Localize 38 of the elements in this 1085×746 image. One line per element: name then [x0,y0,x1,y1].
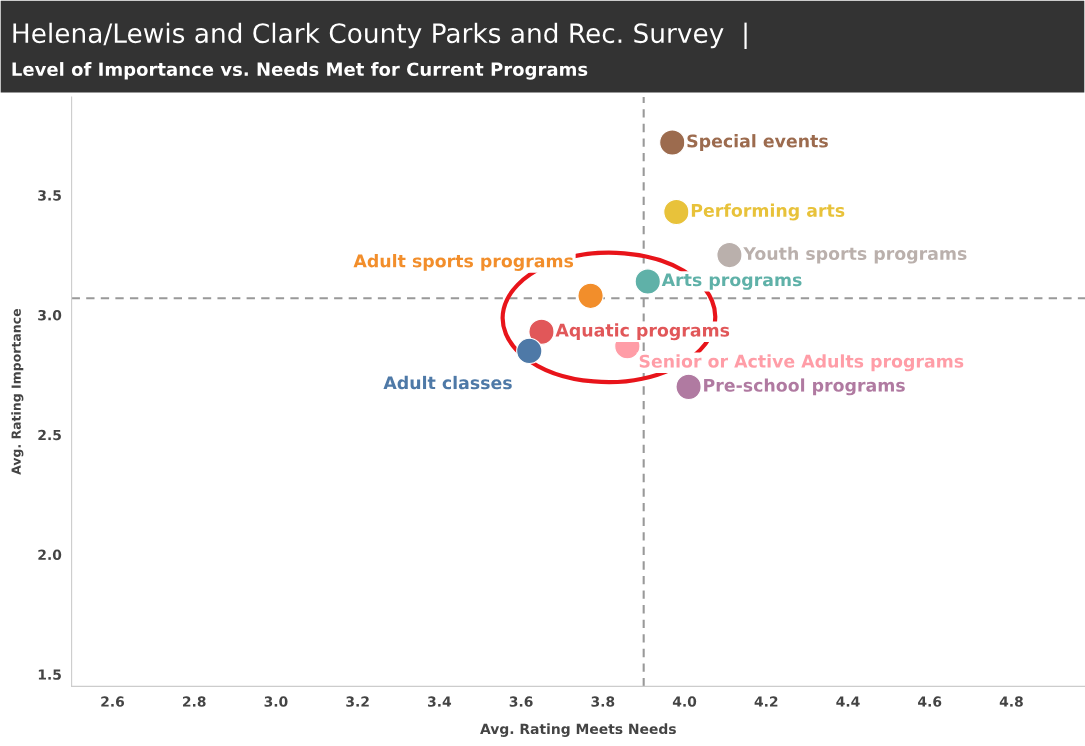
y-tick-label: 1.5 [38,669,61,680]
x-tick-label: 3.0 [264,696,288,707]
point [577,282,604,309]
x-tick-label: 2.8 [182,696,206,707]
point [516,337,543,365]
series-label: Youth sports programs [743,246,967,264]
point [675,373,702,401]
series-label: Performing arts [691,203,845,221]
x-tick-label: 4.0 [672,696,697,707]
point [663,198,690,226]
x-axis-title: Avg. Rating Meets Needs [480,723,676,737]
x-tick-label: 2.6 [101,696,125,707]
x-tick-label: 4.8 [999,696,1023,707]
x-tick-label: 4.2 [754,696,778,707]
x-tick-label: 3.4 [428,696,452,707]
chart-subtitle: Level of Importance vs. Needs Met for Current Programs [12,62,588,80]
y-tick-label: 3.5 [38,190,61,201]
y-axis-title: Avg. Rating Importance [11,309,24,475]
point [659,129,686,156]
y-tick-label: 2.5 [38,429,61,441]
y-tick-label: 3.0 [38,309,62,321]
y-tick-label: 2.0 [38,549,62,561]
point [716,241,743,269]
x-tick-label: 3.2 [346,696,369,707]
point [528,318,555,345]
series-label: Adult classes [383,375,512,390]
chart-title: Helena/Lewis and Clark County Parks and Rec. Survey | [13,22,747,49]
series-label: Senior or Active Adults programs [639,354,964,372]
x-tick-label: 4.6 [918,696,942,707]
series-label: Aquatic programs [555,323,730,341]
series-label: Pre-school programs [704,378,905,396]
series-label: Arts programs [661,273,802,290]
x-tick-label: 3.6 [509,696,533,707]
x-tick-label: 4.4 [836,696,860,707]
series-label: Special events [687,134,828,151]
point [634,268,661,295]
x-tick-label: 3.8 [591,696,615,707]
series-label: Adult sports programs [353,254,574,271]
